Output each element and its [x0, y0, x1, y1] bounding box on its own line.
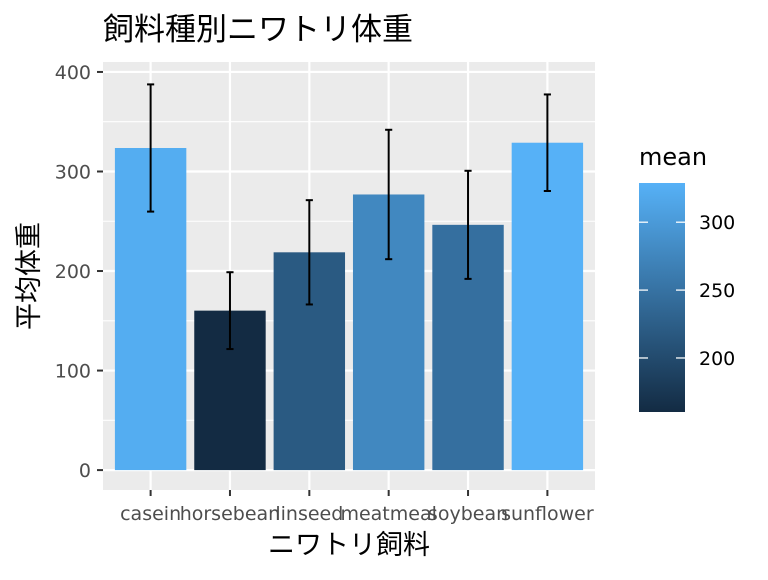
- legend-tick-label: 300: [699, 212, 735, 234]
- x-tick-label: linseed: [275, 503, 343, 525]
- x-axis: caseinhorsebeanlinseedmeatmealsoybeansun…: [120, 490, 594, 525]
- bars-layer: [114, 142, 584, 471]
- legend: mean 200 250 300: [639, 143, 735, 412]
- legend-tick-label: 250: [699, 280, 735, 302]
- legend-ticks: 200 250 300: [639, 212, 735, 370]
- legend-colorbar: [639, 183, 685, 412]
- legend-tick-label: 200: [699, 348, 735, 370]
- x-tick-label: casein: [120, 503, 181, 525]
- x-tick-label: horsebean: [180, 503, 281, 525]
- bar-sunflower: [511, 142, 584, 471]
- x-tick-label: meatmeal: [340, 503, 436, 525]
- y-tick-label: 200: [55, 261, 91, 283]
- x-axis-title: ニワトリ飼料: [268, 530, 430, 561]
- chart-title: 飼料種別ニワトリ体重: [103, 12, 413, 48]
- y-tick-label: 300: [55, 161, 91, 183]
- y-axis-title: 平均体重: [14, 222, 45, 330]
- y-axis: 0 100 200 300 400: [55, 62, 103, 482]
- x-tick-label: sunflower: [501, 503, 594, 525]
- y-tick-label: 100: [55, 361, 91, 383]
- y-tick-label: 0: [79, 460, 91, 482]
- y-tick-label: 400: [55, 62, 91, 84]
- legend-title: mean: [639, 143, 707, 171]
- x-tick-label: soybean: [428, 503, 508, 525]
- error-bars-layer: [147, 83, 551, 351]
